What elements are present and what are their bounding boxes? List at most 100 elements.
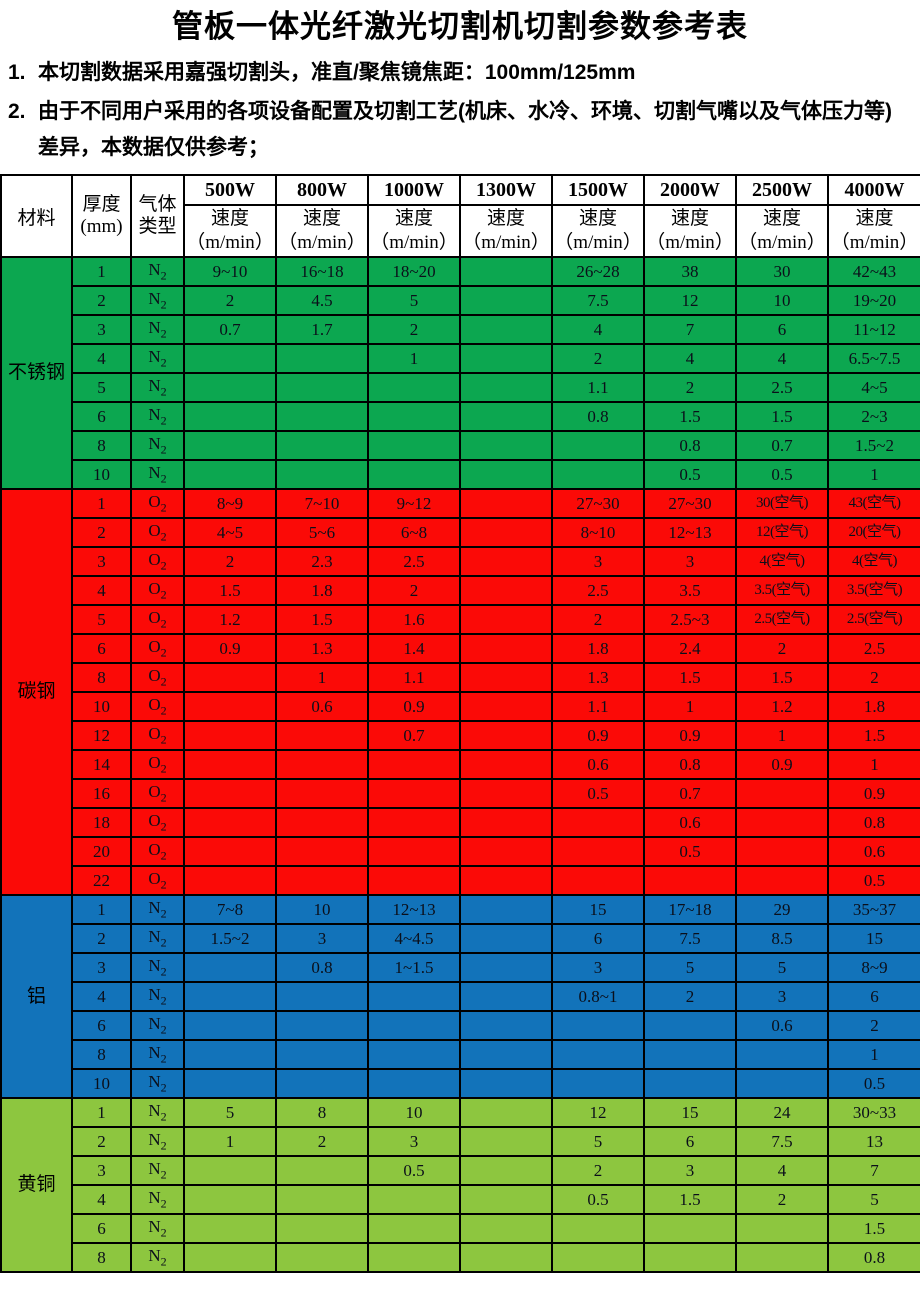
table-row: 22 O2 0.5 — [1, 865, 920, 897]
speed-cell: 0.5 — [551, 1184, 645, 1216]
speed-cell: 0.9 — [827, 778, 920, 810]
speed-cell — [459, 836, 553, 868]
gas-cell: O2 — [130, 865, 185, 897]
speed-cell: 1 — [827, 749, 920, 781]
speed-cell: 8.5 — [735, 923, 829, 955]
speed-cell: 1.8 — [275, 575, 369, 607]
speed-cell — [275, 1184, 369, 1216]
speed-cell — [183, 1184, 277, 1216]
speed-cell — [459, 865, 553, 897]
speed-cell: 0.5 — [643, 836, 737, 868]
gas-cell: N2 — [130, 981, 185, 1013]
speed-cell — [183, 981, 277, 1013]
speed-cell: 6~8 — [367, 517, 461, 549]
speed-cell — [275, 981, 369, 1013]
speed-cell: 1.4 — [367, 633, 461, 665]
gas-cell: N2 — [130, 1039, 185, 1071]
material-cell: 黄铜 — [0, 1097, 73, 1274]
power-header-4000w: 4000W — [827, 174, 920, 207]
speed-cell — [275, 1010, 369, 1042]
speed-cell: 0.8 — [827, 1242, 920, 1274]
speed-cell: 1 — [643, 691, 737, 723]
speed-cell: 5 — [827, 1184, 920, 1216]
speed-cell — [183, 1213, 277, 1245]
speed-cell: 2.5 — [827, 633, 920, 665]
speed-cell — [275, 1155, 369, 1187]
speed-cell: 3 — [551, 546, 645, 578]
speed-cell — [183, 1039, 277, 1071]
gas-column-header: 气体 类型 — [130, 174, 185, 259]
speed-cell: 5 — [643, 952, 737, 984]
speed-cell: 1 — [827, 459, 920, 491]
speed-cell — [183, 720, 277, 752]
table-row: 3 N2 0.5 2 3 4 7 — [1, 1155, 920, 1187]
gas-cell: O2 — [130, 662, 185, 694]
speed-cell — [459, 459, 553, 491]
speed-cell: 0.8 — [275, 952, 369, 984]
speed-cell: 16~18 — [275, 256, 369, 288]
gas-cell: N2 — [130, 430, 185, 462]
speed-cell: 12 — [551, 1097, 645, 1129]
speed-cell — [459, 981, 553, 1013]
speed-cell — [275, 807, 369, 839]
speed-cell — [459, 691, 553, 723]
speed-cell — [367, 836, 461, 868]
speed-cell: 27~30 — [643, 488, 737, 520]
speed-cell: 7~10 — [275, 488, 369, 520]
speed-cell: 1.7 — [275, 314, 369, 346]
thickness-cell: 2 — [71, 285, 132, 317]
speed-cell: 0.8 — [827, 807, 920, 839]
table-row: 5 N2 1.1 2 2.5 4~5 — [1, 372, 920, 404]
speed-cell: 29 — [735, 894, 829, 926]
thickness-cell: 5 — [71, 604, 132, 636]
speed-cell: 3.5(空气) — [735, 575, 829, 607]
speed-cell — [551, 1213, 645, 1245]
speed-cell: 2.4 — [643, 633, 737, 665]
speed-cell: 4.5 — [275, 285, 369, 317]
speed-cell: 0.7 — [367, 720, 461, 752]
table-row: 4 N2 0.8~1 2 3 6 — [1, 981, 920, 1013]
thickness-cell: 3 — [71, 1155, 132, 1187]
table-row: 3 N2 0.7 1.7 2 4 7 6 11~12 — [1, 314, 920, 346]
speed-cell: 1.3 — [551, 662, 645, 694]
speed-cell: 2 — [367, 575, 461, 607]
gas-cell: N2 — [130, 285, 185, 317]
speed-header: 速度 （m/min） — [735, 204, 829, 259]
speed-cell — [183, 662, 277, 694]
thickness-cell: 3 — [71, 314, 132, 346]
speed-cell: 0.6 — [827, 836, 920, 868]
speed-cell: 9~12 — [367, 488, 461, 520]
speed-cell: 1.5 — [643, 1184, 737, 1216]
speed-cell: 0.9 — [551, 720, 645, 752]
gas-cell: O2 — [130, 546, 185, 578]
speed-cell: 2.5(空气) — [735, 604, 829, 636]
speed-cell: 0.8 — [643, 749, 737, 781]
speed-cell — [643, 1010, 737, 1042]
speed-cell: 5~6 — [275, 517, 369, 549]
speed-cell: 30(空气) — [735, 488, 829, 520]
speed-cell — [459, 1010, 553, 1042]
gas-cell: O2 — [130, 691, 185, 723]
speed-cell: 12 — [643, 285, 737, 317]
power-header-1300w: 1300W — [459, 174, 553, 207]
thickness-cell: 8 — [71, 1242, 132, 1274]
gas-cell: O2 — [130, 575, 185, 607]
speed-cell — [735, 1213, 829, 1245]
speed-cell: 6 — [551, 923, 645, 955]
speed-cell: 3 — [643, 1155, 737, 1187]
speed-cell — [183, 1068, 277, 1100]
speed-cell: 1.5 — [827, 720, 920, 752]
thickness-cell: 20 — [71, 836, 132, 868]
speed-cell — [735, 1242, 829, 1274]
speed-cell — [275, 836, 369, 868]
speed-cell: 3 — [275, 923, 369, 955]
table-row: 2 N2 2 4.5 5 7.5 12 10 19~20 — [1, 285, 920, 317]
thickness-cell: 1 — [71, 488, 132, 520]
thickness-cell: 6 — [71, 1010, 132, 1042]
table-row: 6 N2 0.8 1.5 1.5 2~3 — [1, 401, 920, 433]
table-row: 铝 1 N2 7~8 10 12~13 15 17~18 29 35~37 — [0, 894, 920, 1100]
speed-cell: 2.5(空气) — [827, 604, 920, 636]
thickness-cell: 6 — [71, 1213, 132, 1245]
speed-cell: 8~9 — [827, 952, 920, 984]
speed-cell — [459, 1184, 553, 1216]
